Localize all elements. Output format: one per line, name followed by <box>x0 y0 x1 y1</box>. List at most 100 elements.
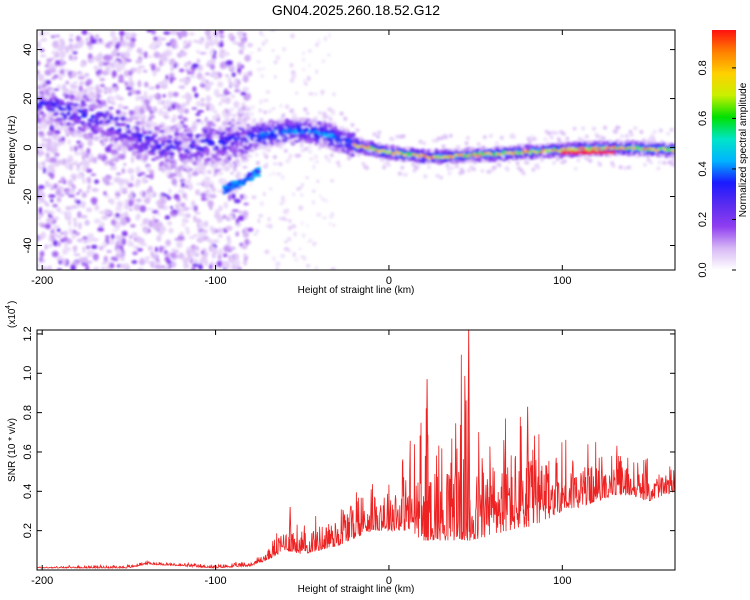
spectrogram-cell <box>52 203 58 208</box>
spectrogram-cell <box>218 135 225 140</box>
spectrogram-cell <box>603 125 607 130</box>
spectrogram-cell <box>222 214 227 219</box>
spectrogram-cell <box>190 204 195 211</box>
spectrogram-cell <box>163 31 171 35</box>
spectrogram-cell <box>108 96 115 103</box>
spectrogram-cell <box>94 122 101 126</box>
spectrogram-cell <box>53 124 60 129</box>
spectrogram-cell <box>122 187 128 193</box>
spectrogram-cell <box>54 59 61 66</box>
spectrogram-cell <box>123 51 131 59</box>
spectrogram-cell <box>271 49 275 52</box>
spectrogram-cell <box>279 103 283 109</box>
spectrogram-cell <box>135 198 142 203</box>
spectrogram-cell <box>214 229 219 233</box>
spectrogram-cell <box>224 64 229 69</box>
spectrogram-cell <box>666 131 671 136</box>
spectrogram-cell <box>177 189 185 194</box>
spectrogram-cell <box>128 76 133 82</box>
spectrogram-cell <box>86 188 90 194</box>
spectrogram-cell <box>311 122 316 127</box>
spectrogram-cell <box>240 91 247 96</box>
spectrogram-cell <box>446 156 450 159</box>
spectrogram-cell <box>114 116 120 121</box>
spectrogram-cell <box>143 197 151 204</box>
spectrogram-cell <box>82 150 86 157</box>
spectrogram-cell <box>511 135 516 139</box>
spectrogram-cell <box>221 120 229 127</box>
spectrogram-cell <box>520 152 524 155</box>
spectrogram-cell <box>651 136 656 141</box>
spectrogram-cell <box>69 94 76 99</box>
spectrogram-cell <box>380 157 385 162</box>
spectrogram-cell <box>39 250 45 258</box>
spectrogram-cell <box>259 118 264 122</box>
spectrogram-cell <box>136 236 143 244</box>
spectrogram-cell <box>189 146 195 150</box>
spectrogram-cell <box>198 231 206 238</box>
spectrogram-cell <box>101 100 107 105</box>
spectrogram-cell <box>288 249 291 253</box>
spectrogram-cell <box>307 240 310 244</box>
spectrogram-cell <box>98 210 106 214</box>
spectrogram-cell <box>110 256 117 261</box>
spectrogram-cell <box>152 139 160 144</box>
spectrogram-cell <box>263 191 266 197</box>
snr-x-tick-label: -200 <box>31 575 53 587</box>
spectrogram-cell <box>652 129 657 134</box>
spectrogram-cell <box>271 171 277 176</box>
spectrogram-cell <box>90 173 97 176</box>
spectrogram-cell <box>332 223 336 227</box>
spectrogram-cell <box>69 164 73 171</box>
spectrogram-cell <box>327 158 332 163</box>
spectrogram-cell <box>242 75 249 83</box>
spectrogram-cell <box>275 55 281 61</box>
spectrogram-x-tick-label: -200 <box>31 275 53 287</box>
spectrogram-cell <box>297 186 303 190</box>
spectrogram-cell <box>154 246 158 253</box>
spectrogram-cell <box>158 245 163 253</box>
spectrogram-cell <box>71 70 77 78</box>
spectrogram-cell <box>204 84 211 91</box>
spectrogram-cell <box>306 223 309 229</box>
spectrogram-cell <box>142 130 148 135</box>
spectrogram-cell <box>62 114 68 118</box>
spectrogram-cell <box>124 117 130 122</box>
spectrogram-cell <box>145 174 152 178</box>
spectrogram-cell <box>223 146 228 151</box>
spectrogram-cell <box>192 263 199 267</box>
spectrogram-cell <box>81 30 88 35</box>
spectrogram-cell <box>138 258 146 266</box>
spectrogram-cell <box>143 95 147 99</box>
spectrogram-cell <box>71 89 78 94</box>
spectrogram-cell <box>592 126 596 131</box>
snr-multiplier-exponent: 4 <box>5 305 12 309</box>
spectrogram-cell <box>210 141 216 146</box>
snr-y-tick-label: 1.2 <box>22 326 34 341</box>
spectrogram-cell <box>226 235 231 242</box>
spectrogram-cell <box>56 135 63 140</box>
spectrogram-cell <box>44 89 49 93</box>
spectrogram-cell <box>47 106 52 109</box>
spectrogram-cell <box>196 58 201 64</box>
spectrogram-cell <box>198 263 203 270</box>
spectrogram-cell <box>99 69 103 74</box>
spectrogram-cell <box>213 109 218 114</box>
spectrogram-cell <box>240 121 244 130</box>
spectrogram-cell <box>110 219 117 226</box>
spectrogram-cell <box>66 158 74 163</box>
spectrogram-cell <box>168 227 174 234</box>
spectrogram-cell <box>290 36 295 39</box>
spectrogram-cell <box>94 65 99 72</box>
spectrogram-cell <box>315 69 318 74</box>
spectrogram-cell <box>144 227 148 235</box>
colorbar-gradient <box>712 30 736 270</box>
spectrogram-cell <box>223 91 232 95</box>
spectrogram-cell <box>299 193 304 198</box>
spectrogram-cell <box>137 67 141 75</box>
spectrogram-cell <box>181 213 186 217</box>
spectrogram-cell <box>172 91 179 97</box>
spectrogram-cell <box>52 216 60 220</box>
spectrogram-cell <box>176 197 181 203</box>
spectrogram-cell <box>255 60 261 64</box>
